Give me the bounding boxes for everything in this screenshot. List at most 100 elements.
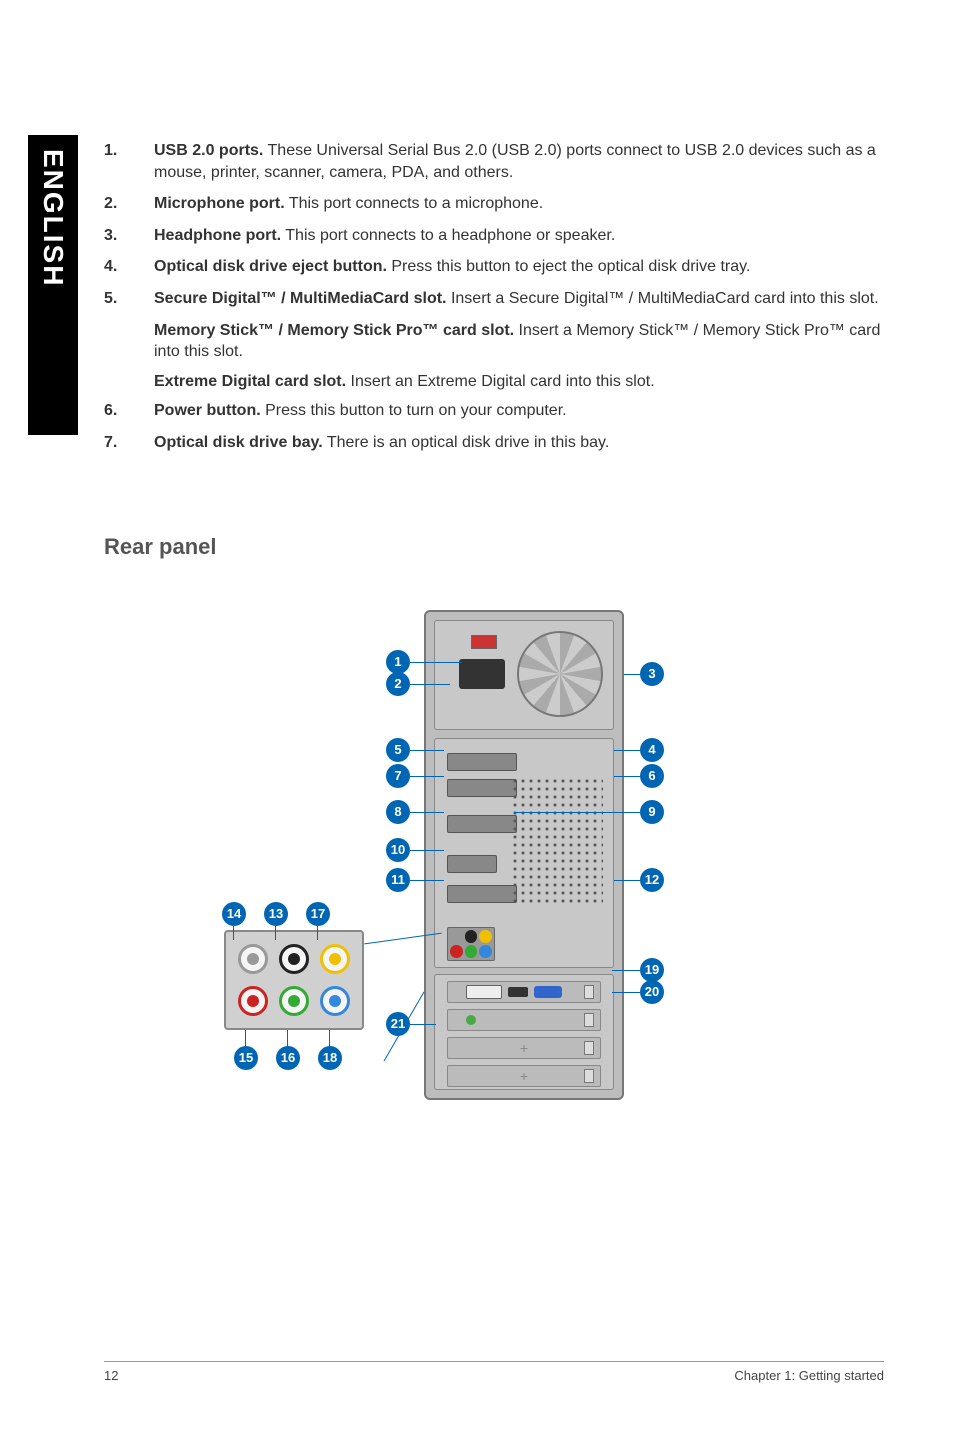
callout-18: 18 (318, 1046, 342, 1070)
callout-lead (245, 1030, 246, 1046)
list-item: 2.Microphone port. This port connects to… (104, 193, 884, 215)
slot-bracket (584, 1041, 594, 1055)
item-text: This port connects to a headphone or spe… (281, 227, 615, 244)
callout-7: 7 (386, 764, 410, 788)
page-footer: 12 Chapter 1: Getting started (104, 1361, 884, 1383)
callout-lead (514, 812, 640, 813)
list-item: 6.Power button. Press this button to tur… (104, 400, 884, 422)
callout-lead (612, 992, 640, 993)
callout-lead (410, 684, 450, 685)
chapter-label: Chapter 1: Getting started (734, 1368, 884, 1383)
jack-blue (320, 986, 350, 1016)
list-number: 5. (104, 288, 154, 310)
item-term: Microphone port. (154, 195, 285, 212)
slot-bracket (584, 1069, 594, 1083)
audio-jacks-zoom (224, 930, 364, 1030)
callout-10: 10 (386, 838, 410, 862)
callout-lead (410, 880, 444, 881)
item-term: Power button. (154, 402, 261, 419)
callout-3: 3 (640, 662, 664, 686)
callout-2: 2 (386, 672, 410, 696)
page-content: 1.USB 2.0 ports. These Universal Serial … (104, 140, 884, 1150)
voltage-switch (471, 635, 497, 649)
item-text: This port connects to a microphone. (285, 195, 544, 212)
callout-lead (410, 750, 444, 751)
callout-lead (612, 970, 640, 971)
expansion-slots: + + (434, 974, 614, 1090)
item-term: Secure Digital™ / MultiMediaCard slot. (154, 290, 447, 307)
language-tab: ENGLISH (28, 135, 78, 435)
callout-lead (614, 776, 640, 777)
jack-gray (238, 944, 268, 974)
callout-8: 8 (386, 800, 410, 824)
list-number: 2. (104, 193, 154, 215)
callout-lead (614, 880, 640, 881)
item-term: Optical disk drive eject button. (154, 258, 387, 275)
sub-term: Extreme Digital card slot. (154, 373, 346, 390)
callout-17: 17 (306, 902, 330, 926)
jack-yellow (320, 944, 350, 974)
port-row-4 (447, 855, 497, 873)
list-item: 7.Optical disk drive bay. There is an op… (104, 432, 884, 454)
slot-2 (447, 1009, 601, 1031)
item-text: Insert a Secure Digital™ / MultiMediaCar… (447, 290, 879, 307)
callout-lead (614, 750, 640, 751)
power-connector (459, 659, 505, 689)
callout-14: 14 (222, 902, 246, 926)
callout-lead (624, 674, 640, 675)
port-row-2 (447, 779, 517, 797)
sub-paragraph: Memory Stick™ / Memory Stick Pro™ card s… (154, 320, 884, 363)
motherboard-io (434, 738, 614, 968)
plus-icon: + (520, 1068, 528, 1084)
callout-lead (329, 1030, 330, 1046)
list-item: 1.USB 2.0 ports. These Universal Serial … (104, 140, 884, 183)
psu-fan (517, 631, 603, 717)
slot2-jack (466, 1015, 476, 1025)
list-item: 3.Headphone port. This port connects to … (104, 225, 884, 247)
sub-text: Insert an Extreme Digital card into this… (346, 373, 655, 390)
callout-lead (275, 926, 276, 940)
list-number: 7. (104, 432, 154, 454)
list-body: Headphone port. This port connects to a … (154, 225, 884, 247)
sub-paragraph: Extreme Digital card slot. Insert an Ext… (154, 371, 884, 393)
gpu-ports (466, 985, 562, 999)
callout-9: 9 (640, 800, 664, 824)
list-body: USB 2.0 ports. These Universal Serial Bu… (154, 140, 884, 183)
item-text: These Universal Serial Bus 2.0 (USB 2.0)… (154, 142, 876, 181)
list-number: 1. (104, 140, 154, 183)
empty-slot-1: + (447, 1037, 601, 1059)
port-row-1 (447, 753, 517, 771)
callout-lead (410, 662, 462, 663)
vga-port (534, 986, 562, 998)
callout-lead (317, 926, 318, 940)
callout-19: 19 (640, 958, 664, 982)
callout-lead (233, 926, 234, 940)
callout-lead (410, 812, 444, 813)
jack-red (238, 986, 268, 1016)
rear-panel-diagram: + + 125781011213469121920141317151618 (104, 590, 884, 1150)
dvi-port (466, 985, 502, 999)
list-body: Power button. Press this button to turn … (154, 400, 884, 422)
callout-21: 21 (386, 1012, 410, 1036)
callout-6: 6 (640, 764, 664, 788)
vent-grille (511, 777, 603, 907)
sub-paragraphs: Memory Stick™ / Memory Stick Pro™ card s… (104, 320, 884, 393)
plus-icon: + (520, 1040, 528, 1056)
list-item: 4.Optical disk drive eject button. Press… (104, 256, 884, 278)
item-term: USB 2.0 ports. (154, 142, 263, 159)
port-row-5 (447, 885, 517, 903)
item-term: Headphone port. (154, 227, 281, 244)
item-text: There is an optical disk drive in this b… (323, 434, 610, 451)
tower-outline: + + (424, 610, 624, 1100)
list-body: Optical disk drive bay. There is an opti… (154, 432, 884, 454)
hdmi-port (508, 987, 528, 997)
callout-13: 13 (264, 902, 288, 926)
graphics-card-slot (447, 981, 601, 1003)
numbered-list-2: 6.Power button. Press this button to tur… (104, 400, 884, 453)
callout-4: 4 (640, 738, 664, 762)
audio-jacks-small (447, 927, 495, 961)
slot-bracket (584, 985, 594, 999)
callout-lead (287, 1030, 288, 1046)
slot-bracket (584, 1013, 594, 1027)
empty-slot-2: + (447, 1065, 601, 1087)
